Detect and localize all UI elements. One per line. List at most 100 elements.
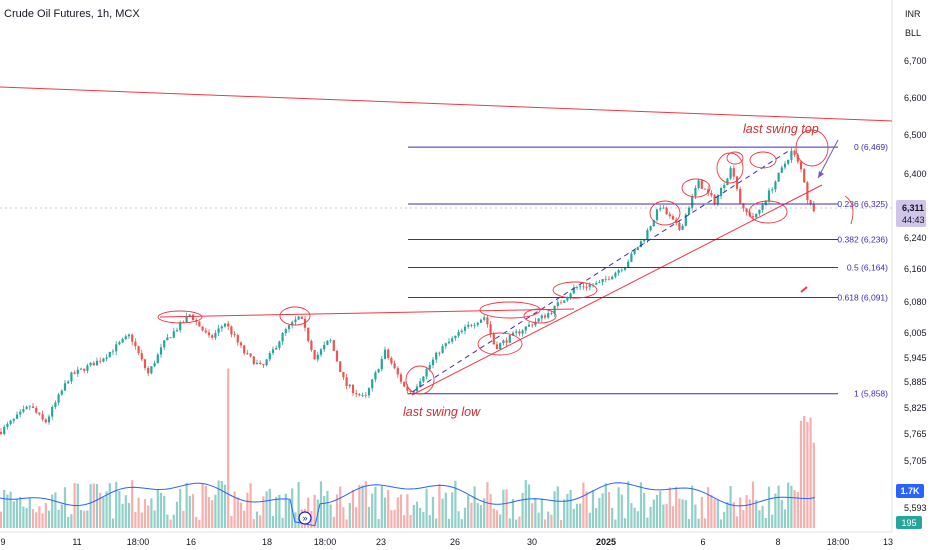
- volume-bar: [508, 518, 511, 528]
- volume-bar: [447, 518, 451, 528]
- candle-body: [652, 220, 655, 227]
- candle-body: [681, 225, 684, 230]
- candle-body: [783, 163, 787, 168]
- volume-bar: [281, 517, 284, 528]
- volume-bar: [396, 497, 399, 528]
- candle-body: [719, 188, 723, 196]
- candle-body: [774, 181, 777, 190]
- volume-bar: [83, 510, 86, 528]
- swing-highlight-ellipse: [523, 308, 557, 324]
- volume-bar: [124, 495, 127, 528]
- volume-bar: [454, 480, 457, 528]
- candle-body: [297, 316, 300, 320]
- volume-bar: [134, 512, 137, 528]
- candle-body: [76, 369, 79, 374]
- time-tick-label: 30: [527, 537, 537, 547]
- fib-level-label: 0.236 (6,325): [837, 199, 888, 209]
- volume-bar: [767, 486, 771, 528]
- candle-body: [412, 391, 415, 392]
- candle-body: [454, 335, 457, 339]
- candle-body: [185, 316, 188, 323]
- volume-bar: [793, 489, 796, 528]
- volume-bar: [742, 510, 745, 528]
- volume-bar: [409, 514, 412, 528]
- candle-body: [620, 269, 623, 271]
- candle-body: [316, 354, 319, 360]
- candle-body: [403, 381, 406, 387]
- volume-bar: [643, 492, 646, 528]
- volume-bar: [470, 502, 473, 528]
- volume-bar: [163, 495, 166, 528]
- volume-bar: [623, 518, 627, 528]
- candle-body: [431, 359, 435, 366]
- volume-bar: [195, 516, 198, 528]
- volume-bar: [572, 508, 575, 528]
- candle-body: [51, 406, 54, 417]
- volume-bar: [185, 482, 188, 528]
- volume-bar: [156, 489, 159, 528]
- candle-body: [38, 412, 41, 415]
- candle-body: [73, 372, 76, 374]
- volume-bar: [339, 486, 342, 528]
- candle-body: [607, 278, 611, 280]
- candle-body: [137, 346, 140, 354]
- volume-bar: [259, 515, 262, 528]
- candle-body: [457, 332, 460, 336]
- candle-body: [467, 324, 470, 327]
- candle-body: [803, 169, 806, 183]
- time-tick-label: 23: [376, 537, 386, 547]
- volume-bar: [694, 504, 697, 528]
- upper-trendline: [0, 86, 893, 122]
- volume-bar: [710, 495, 713, 528]
- volume-bar: [511, 499, 515, 528]
- candle-body: [511, 332, 515, 336]
- event-marker-glyph: »: [302, 513, 307, 523]
- volume-bar: [268, 488, 271, 528]
- volume-bar: [220, 480, 223, 528]
- volume-bar: [550, 514, 553, 528]
- volume-bar: [489, 494, 492, 528]
- volume-bar: [422, 512, 425, 528]
- volume-bar: [780, 499, 783, 528]
- candle-body: [291, 322, 294, 326]
- candle-body: [643, 239, 646, 242]
- volume-bar: [614, 519, 617, 528]
- price-tick-label: 6,080: [904, 297, 927, 307]
- volume-bar: [431, 496, 435, 528]
- currency-inr-button[interactable]: INR: [905, 9, 921, 19]
- currency-bll-button[interactable]: BLL: [905, 28, 922, 38]
- time-tick-label: 16: [186, 537, 196, 547]
- candle-body: [198, 321, 201, 327]
- candle-body: [435, 352, 438, 360]
- candle-body: [767, 190, 771, 201]
- volume-bar: [6, 494, 9, 528]
- volume-bar: [204, 485, 207, 528]
- candle-body: [422, 376, 425, 382]
- volume-bar: [265, 491, 268, 528]
- fib-level-label: 0 (6,469): [854, 142, 888, 152]
- candle-body: [44, 419, 47, 423]
- candle-body: [86, 365, 89, 371]
- candle-body: [156, 354, 159, 364]
- volume-bar: [595, 508, 598, 528]
- candle-body: [300, 316, 303, 319]
- candle-body: [441, 346, 444, 353]
- price-tick-label: 6,240: [904, 233, 927, 243]
- volume-bar: [92, 483, 95, 528]
- candle-body: [489, 324, 492, 335]
- candle-body: [307, 327, 310, 341]
- drawing-arc: [844, 195, 854, 225]
- candle-body: [179, 322, 182, 331]
- candle-body: [707, 189, 710, 193]
- candle-body: [694, 187, 697, 196]
- volume-bar: [499, 514, 502, 528]
- candle-body: [655, 209, 659, 221]
- volume-bar: [179, 489, 182, 528]
- candle-body: [332, 340, 335, 351]
- candle-body: [275, 347, 278, 350]
- candle-body: [691, 195, 694, 208]
- swing-highlight-ellipse: [279, 306, 311, 326]
- volume-bar: [351, 489, 355, 528]
- volume-bar: [211, 500, 214, 528]
